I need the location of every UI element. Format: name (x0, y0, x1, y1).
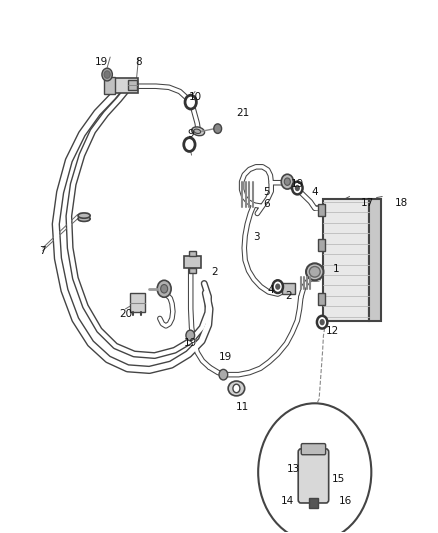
Circle shape (102, 68, 113, 81)
Circle shape (157, 280, 171, 297)
Text: 18: 18 (395, 198, 408, 208)
FancyBboxPatch shape (318, 239, 325, 251)
Circle shape (185, 95, 196, 109)
Text: 1: 1 (333, 264, 340, 274)
FancyBboxPatch shape (188, 251, 196, 256)
Circle shape (281, 174, 293, 189)
Text: 2: 2 (285, 290, 292, 301)
Text: 2: 2 (212, 267, 218, 277)
Text: 10: 10 (188, 92, 201, 102)
Circle shape (233, 384, 240, 393)
Circle shape (317, 316, 327, 328)
FancyBboxPatch shape (79, 214, 88, 220)
Text: 7: 7 (39, 246, 46, 256)
Text: 21: 21 (237, 108, 250, 118)
FancyBboxPatch shape (318, 204, 325, 216)
Text: 17: 17 (360, 198, 374, 208)
Circle shape (219, 369, 228, 380)
FancyBboxPatch shape (127, 80, 137, 90)
Circle shape (186, 330, 194, 341)
FancyBboxPatch shape (301, 443, 325, 455)
Text: 19: 19 (291, 179, 304, 189)
Text: 15: 15 (332, 474, 345, 483)
FancyBboxPatch shape (188, 268, 196, 273)
FancyBboxPatch shape (309, 498, 318, 508)
Text: 13: 13 (286, 464, 300, 474)
Circle shape (284, 178, 290, 185)
Ellipse shape (228, 381, 245, 396)
Circle shape (295, 185, 300, 191)
Text: 14: 14 (281, 496, 294, 506)
Circle shape (272, 280, 283, 293)
Ellipse shape (194, 129, 201, 133)
Circle shape (320, 319, 325, 325)
Text: 4: 4 (268, 285, 275, 295)
Ellipse shape (78, 213, 90, 218)
Text: 8: 8 (135, 58, 142, 67)
Text: 19: 19 (184, 338, 198, 349)
Text: 9: 9 (187, 129, 194, 139)
Ellipse shape (306, 263, 323, 280)
FancyBboxPatch shape (298, 449, 328, 503)
Text: 3: 3 (253, 232, 259, 243)
Text: 20: 20 (119, 309, 132, 319)
Text: 6: 6 (264, 199, 270, 209)
Text: 11: 11 (237, 402, 250, 412)
Text: 19: 19 (219, 352, 232, 361)
Circle shape (292, 182, 303, 195)
Text: 16: 16 (339, 496, 352, 506)
Text: 5: 5 (264, 187, 270, 197)
Circle shape (275, 284, 280, 290)
Circle shape (184, 138, 195, 151)
Ellipse shape (78, 216, 90, 221)
FancyBboxPatch shape (104, 77, 115, 94)
FancyBboxPatch shape (323, 199, 369, 320)
Ellipse shape (192, 127, 205, 136)
Circle shape (258, 403, 371, 533)
Text: 12: 12 (325, 326, 339, 336)
FancyBboxPatch shape (318, 293, 325, 305)
Circle shape (161, 285, 168, 293)
Text: 4: 4 (311, 187, 318, 197)
FancyBboxPatch shape (282, 284, 295, 294)
Text: 19: 19 (95, 58, 108, 67)
FancyBboxPatch shape (106, 78, 138, 93)
Circle shape (214, 124, 222, 133)
Ellipse shape (309, 266, 320, 277)
Circle shape (104, 71, 110, 78)
FancyBboxPatch shape (369, 199, 381, 320)
FancyBboxPatch shape (184, 256, 201, 268)
FancyBboxPatch shape (130, 293, 145, 312)
